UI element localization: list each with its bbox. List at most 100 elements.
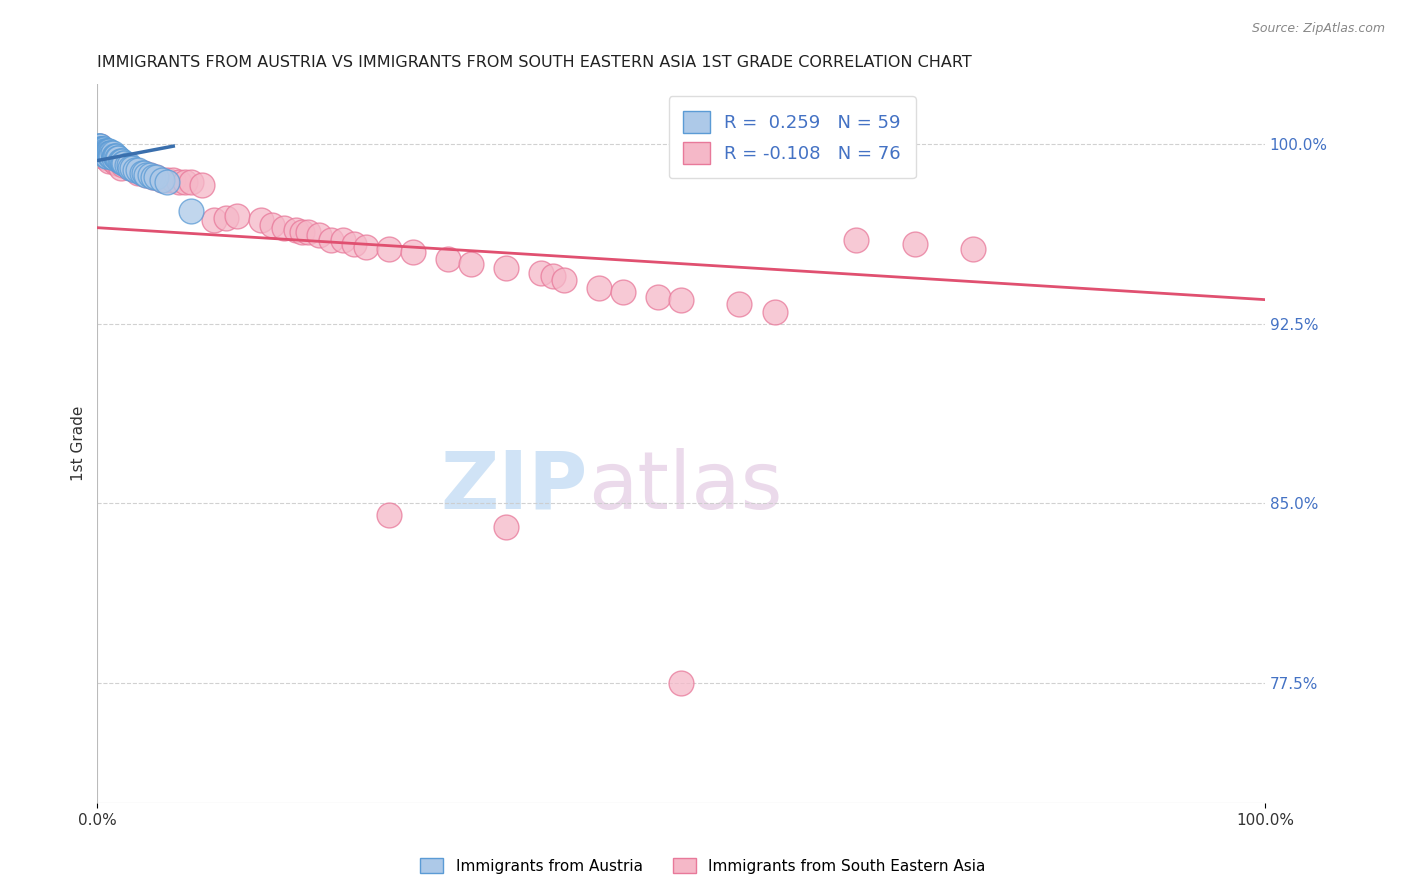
Point	[135, 168, 157, 182]
Point	[669, 676, 692, 690]
Point	[124, 163, 146, 178]
Point	[110, 156, 132, 170]
Point	[100, 146, 122, 161]
Point	[156, 172, 179, 186]
Point	[97, 144, 120, 158]
Point	[94, 146, 117, 161]
Point	[100, 149, 122, 163]
Point	[97, 146, 120, 161]
Point	[96, 151, 118, 165]
Point	[115, 158, 138, 172]
Point	[215, 211, 238, 226]
Point	[105, 151, 128, 165]
Point	[96, 146, 118, 161]
Point	[107, 151, 129, 165]
Point	[105, 156, 128, 170]
Point	[541, 268, 564, 283]
Point	[91, 144, 114, 158]
Legend: R =  0.259   N = 59, R = -0.108   N = 76: R = 0.259 N = 59, R = -0.108 N = 76	[668, 96, 915, 178]
Point	[553, 273, 575, 287]
Point	[343, 237, 366, 252]
Point	[111, 153, 134, 168]
Point	[96, 149, 118, 163]
Point	[89, 139, 111, 153]
Point	[98, 146, 121, 161]
Point	[91, 144, 114, 158]
Point	[103, 153, 125, 168]
Point	[91, 146, 114, 161]
Point	[118, 161, 141, 175]
Point	[401, 244, 423, 259]
Point	[90, 146, 112, 161]
Point	[728, 297, 751, 311]
Point	[91, 146, 114, 161]
Point	[669, 293, 692, 307]
Point	[121, 161, 143, 175]
Point	[132, 165, 155, 179]
Point	[118, 161, 141, 175]
Point	[127, 165, 149, 179]
Point	[436, 252, 458, 266]
Point	[100, 151, 122, 165]
Point	[174, 175, 197, 189]
Point	[284, 223, 307, 237]
Point	[101, 146, 124, 161]
Point	[94, 149, 117, 163]
Point	[108, 153, 131, 168]
Point	[167, 175, 190, 189]
Point	[91, 142, 114, 156]
Point	[98, 144, 121, 158]
Point	[96, 144, 118, 158]
Point	[89, 139, 111, 153]
Point	[101, 151, 124, 165]
Point	[156, 175, 179, 189]
Point	[98, 146, 121, 161]
Point	[93, 144, 115, 158]
Point	[845, 233, 868, 247]
Point	[104, 149, 127, 163]
Text: Source: ZipAtlas.com: Source: ZipAtlas.com	[1251, 22, 1385, 36]
Point	[87, 139, 110, 153]
Point	[142, 170, 165, 185]
Point	[150, 172, 173, 186]
Text: ZIP: ZIP	[440, 448, 588, 525]
Point	[110, 153, 132, 168]
Point	[291, 226, 314, 240]
Point	[226, 209, 249, 223]
Point	[98, 149, 121, 163]
Text: atlas: atlas	[588, 448, 782, 525]
Point	[105, 149, 128, 163]
Text: IMMIGRANTS FROM AUSTRIA VS IMMIGRANTS FROM SOUTH EASTERN ASIA 1ST GRADE CORRELAT: IMMIGRANTS FROM AUSTRIA VS IMMIGRANTS FR…	[97, 55, 972, 70]
Point	[91, 144, 114, 158]
Point	[93, 142, 115, 156]
Point	[249, 213, 271, 227]
Point	[90, 142, 112, 156]
Point	[104, 153, 127, 168]
Point	[142, 170, 165, 185]
Point	[91, 144, 114, 158]
Point	[93, 149, 115, 163]
Point	[98, 153, 121, 168]
Legend: Immigrants from Austria, Immigrants from South Eastern Asia: Immigrants from Austria, Immigrants from…	[415, 852, 991, 880]
Point	[124, 163, 146, 178]
Point	[91, 142, 114, 156]
Point	[962, 242, 984, 256]
Point	[378, 242, 401, 256]
Point	[135, 168, 157, 182]
Point	[94, 146, 117, 161]
Point	[378, 508, 401, 523]
Point	[495, 520, 517, 534]
Point	[180, 175, 202, 189]
Point	[319, 233, 342, 247]
Point	[202, 213, 225, 227]
Point	[139, 168, 162, 182]
Point	[131, 165, 153, 179]
Point	[131, 165, 153, 179]
Point	[91, 149, 114, 163]
Point	[612, 285, 634, 300]
Point	[121, 161, 143, 175]
Point	[91, 144, 114, 158]
Point	[647, 290, 669, 304]
Point	[763, 304, 786, 318]
Point	[530, 266, 553, 280]
